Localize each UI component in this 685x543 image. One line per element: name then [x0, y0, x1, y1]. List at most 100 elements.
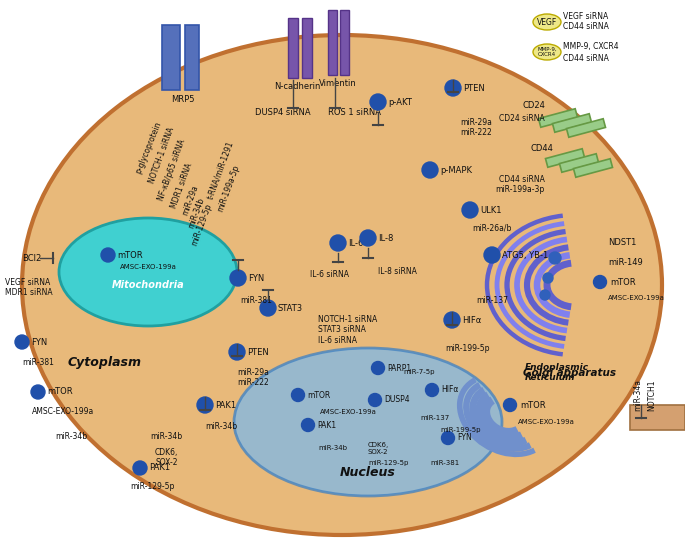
Text: miR-34b: miR-34b	[150, 432, 182, 441]
Text: DUSP4 siRNA: DUSP4 siRNA	[256, 108, 311, 117]
Polygon shape	[573, 159, 612, 177]
Text: STAT3: STAT3	[278, 304, 303, 313]
Polygon shape	[560, 154, 599, 172]
Text: IL-6: IL-6	[348, 238, 363, 248]
Text: N-cadherin: N-cadherin	[274, 82, 320, 91]
Text: mTOR: mTOR	[307, 390, 330, 400]
Text: Vimentin: Vimentin	[319, 79, 357, 88]
Circle shape	[101, 248, 115, 262]
Text: PTEN: PTEN	[247, 348, 269, 357]
Text: NOTCH-1 siRNA: NOTCH-1 siRNA	[148, 125, 176, 185]
Text: miR-34b: miR-34b	[318, 445, 347, 451]
Text: mTOR: mTOR	[47, 388, 73, 396]
Bar	[185, 25, 199, 90]
Polygon shape	[538, 109, 577, 127]
Bar	[288, 18, 298, 78]
Text: miR-137: miR-137	[420, 415, 449, 421]
Text: miR-34b: miR-34b	[186, 197, 206, 230]
Ellipse shape	[533, 44, 561, 60]
Text: miR-34b: miR-34b	[205, 422, 237, 431]
Text: miR-26a/b: miR-26a/b	[472, 224, 512, 232]
Text: HIFα: HIFα	[462, 315, 482, 325]
Text: miR-29a: miR-29a	[180, 184, 200, 217]
Text: MMP-9, CXCR4: MMP-9, CXCR4	[563, 41, 619, 50]
Circle shape	[15, 335, 29, 349]
Circle shape	[425, 383, 438, 396]
Circle shape	[549, 252, 561, 264]
Text: NF-κB/p65 siRNA: NF-κB/p65 siRNA	[157, 138, 187, 202]
Text: MRP5: MRP5	[171, 95, 195, 104]
Text: CDK6,
SOX-2: CDK6, SOX-2	[368, 442, 389, 455]
Text: miR-29a
miR-222: miR-29a miR-222	[237, 368, 269, 387]
Text: miR-129-5p: miR-129-5p	[190, 203, 214, 248]
Text: CD44: CD44	[530, 143, 553, 153]
Bar	[302, 18, 312, 78]
Text: IL-6 siRNA: IL-6 siRNA	[310, 270, 349, 279]
Circle shape	[369, 394, 382, 407]
Text: AMSC-EXO-199a: AMSC-EXO-199a	[518, 419, 575, 425]
Circle shape	[543, 273, 553, 283]
Text: miR-381: miR-381	[240, 296, 272, 305]
Text: miR-149: miR-149	[608, 257, 643, 267]
Circle shape	[422, 162, 438, 178]
Ellipse shape	[22, 35, 662, 535]
Bar	[162, 25, 180, 90]
Text: p-AKT: p-AKT	[388, 98, 412, 106]
Text: FYN: FYN	[31, 338, 47, 346]
Text: miR-29a
miR-222: miR-29a miR-222	[460, 118, 492, 137]
Text: IL-8: IL-8	[378, 233, 393, 243]
Text: miR-129-5p: miR-129-5p	[368, 460, 408, 466]
Text: CD24: CD24	[522, 100, 545, 110]
Text: VEGF: VEGF	[537, 17, 557, 27]
Text: miR-199-5p: miR-199-5p	[445, 344, 490, 352]
Text: AMSC-EXO-199a: AMSC-EXO-199a	[320, 409, 377, 415]
Text: PAK1: PAK1	[215, 401, 236, 409]
Text: FYN: FYN	[457, 433, 472, 443]
Bar	[340, 10, 349, 75]
Text: CD44 siRNA: CD44 siRNA	[563, 22, 609, 30]
Text: ULK1: ULK1	[480, 205, 501, 214]
Circle shape	[360, 230, 376, 246]
Text: mTOR: mTOR	[117, 250, 142, 260]
Ellipse shape	[533, 14, 561, 30]
Circle shape	[371, 362, 384, 375]
Text: VEGF siRNA: VEGF siRNA	[563, 11, 608, 21]
Text: p-glycoprotein: p-glycoprotein	[134, 121, 162, 175]
Text: CD24 siRNA: CD24 siRNA	[499, 113, 545, 123]
Text: IL-8 siRNA: IL-8 siRNA	[378, 267, 417, 276]
Text: NOTCH-1 siRNA
STAT3 siRNA
IL-6 siRNA: NOTCH-1 siRNA STAT3 siRNA IL-6 siRNA	[318, 315, 377, 345]
Circle shape	[330, 235, 346, 251]
Text: MMP-9,
CXCR4: MMP-9, CXCR4	[537, 47, 557, 58]
Text: PAK1: PAK1	[149, 464, 170, 472]
Circle shape	[462, 202, 478, 218]
Circle shape	[593, 275, 606, 288]
Text: miR-137: miR-137	[476, 295, 508, 305]
Polygon shape	[553, 113, 592, 132]
Text: BCl2: BCl2	[22, 254, 41, 262]
Text: miR-129-5p: miR-129-5p	[130, 482, 175, 491]
Circle shape	[301, 419, 314, 432]
Text: miR-34a: miR-34a	[634, 379, 643, 411]
Circle shape	[503, 399, 516, 412]
Circle shape	[260, 300, 276, 316]
Circle shape	[230, 270, 246, 286]
Text: Cytoplasm: Cytoplasm	[68, 356, 142, 369]
Text: PTEN: PTEN	[463, 84, 485, 92]
Circle shape	[133, 461, 147, 475]
Text: PARP1: PARP1	[387, 363, 411, 372]
Text: Nucleus: Nucleus	[340, 465, 396, 478]
Text: NOTCH1: NOTCH1	[647, 379, 656, 411]
Text: CDK6,
SOX-2: CDK6, SOX-2	[155, 448, 178, 468]
Circle shape	[484, 247, 500, 263]
Circle shape	[445, 80, 461, 96]
Text: mTOR: mTOR	[520, 401, 546, 409]
Text: miR-381: miR-381	[22, 358, 54, 367]
Text: ROS 1 siRNA: ROS 1 siRNA	[329, 108, 382, 117]
Circle shape	[31, 385, 45, 399]
Text: t-RNA/miR-1291: t-RNA/miR-1291	[206, 140, 235, 200]
Ellipse shape	[59, 218, 237, 326]
Text: ATG5, YB-1: ATG5, YB-1	[502, 250, 548, 260]
Bar	[328, 10, 337, 75]
Text: CD44 siRNA
miR-199a-3p: CD44 siRNA miR-199a-3p	[496, 175, 545, 194]
Circle shape	[229, 344, 245, 360]
